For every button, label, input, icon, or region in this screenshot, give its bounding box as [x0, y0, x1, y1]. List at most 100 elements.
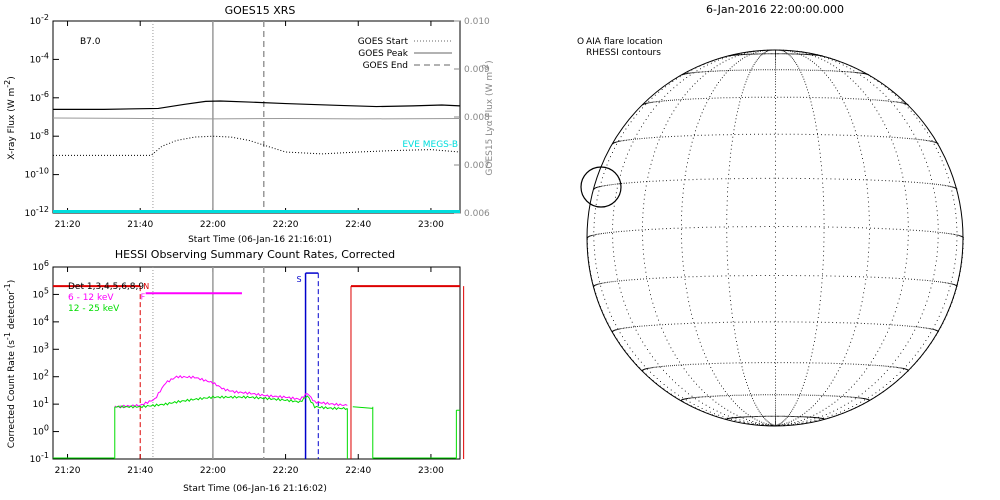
hessi-xtick-label: 22:40	[345, 466, 371, 476]
hessi-ytick-exp: 4	[44, 314, 49, 323]
hessi-ytick-exp: 2	[44, 369, 49, 378]
hessi-ytick-exp: -1	[41, 451, 49, 460]
goes-legend-label: GOES Start	[358, 37, 409, 47]
goes-y2tick-label: 0.008	[464, 113, 490, 123]
goes-xtick-label: 21:40	[127, 220, 153, 230]
goes-ytick-base: 10	[30, 55, 42, 65]
goes-y2tick-label: 0.006	[464, 209, 490, 219]
goes-event-lines	[152, 21, 265, 213]
hessi-ytick-base: 10	[30, 455, 42, 465]
goes-ylabel-main: X-ray Flux (W m	[7, 88, 17, 160]
goes-y2tick-label: 0.009	[464, 65, 490, 75]
hessi-s-flag: S	[297, 275, 302, 284]
goes-ytick-label: 10-2	[30, 13, 49, 27]
goes-xtick-label: 22:20	[273, 220, 299, 230]
goes-ytick-label: 10-4	[30, 51, 49, 65]
goes-ylabel: X-ray Flux (W m-2)	[3, 76, 17, 159]
hessi-ytick-base: 10	[32, 263, 44, 273]
hessi-xtick-label: 22:00	[200, 466, 226, 476]
goes-ytick-label: 10-6	[30, 90, 49, 104]
hessi-ytick-base: 10	[32, 400, 44, 410]
goes-xtick-label: 22:40	[345, 220, 371, 230]
hessi-ytick-label: 101	[32, 396, 49, 410]
goes-xlabel: Start Time (06-Jan-16 21:16:01)	[188, 235, 332, 245]
goes-ytick-exp: -10	[36, 167, 49, 176]
hessi-ytick-base: 10	[32, 428, 44, 438]
disk-legend: O AIA flare location RHESSI contours	[577, 37, 663, 58]
solar-disk-grid	[587, 49, 964, 427]
hessi-ytick-exp: 5	[44, 286, 49, 295]
goes-y2tick-label: 0.007	[464, 161, 490, 171]
goes-ylabel-close: )	[7, 76, 17, 80]
hessi-ytick-label: 104	[32, 314, 49, 328]
goes-series	[52, 100, 461, 213]
goes-xtick-label: 22:00	[200, 220, 226, 230]
hessi-ylabel-p1: -1	[3, 332, 12, 340]
goes-ylabel-sup: -2	[3, 80, 12, 88]
goes-ytick-label: 10-8	[30, 128, 49, 142]
goes-ytick-base: 10	[24, 209, 36, 219]
hessi-n-flag: N	[143, 282, 149, 291]
hessi-legend-label: Det 1,3,4,5,6,8,9	[68, 282, 144, 292]
goes-ytick-exp: -6	[41, 90, 49, 99]
hessi-ytick-label: 102	[32, 369, 49, 383]
goes-xtick-label: 21:20	[55, 220, 81, 230]
goes-ytick-label: 10-10	[24, 167, 49, 181]
disk-legend-marker: O	[577, 37, 584, 47]
goes-class-label: B7.0	[80, 37, 101, 47]
hessi-ylabel: Corrected Count Rate (s-1 detector-1)	[3, 280, 17, 449]
hessi-ytick-exp: 3	[44, 341, 49, 350]
hessi-ytick-label: 100	[32, 424, 49, 438]
goes-ytick-base: 10	[30, 132, 42, 142]
hessi-ytick-exp: 0	[44, 424, 49, 433]
goes-ytick-exp: -4	[41, 51, 49, 60]
hessi-xtick-label: 22:20	[273, 466, 299, 476]
hessi-panel: HESSI Observing Summary Count Rates, Cor…	[3, 248, 465, 494]
hessi-series	[53, 374, 460, 459]
hessi-ytick-base: 10	[32, 345, 44, 355]
goes-y2label-main: GOES15 Lyα Flux (W m	[485, 72, 495, 176]
hessi-ylabel-p0: Corrected Count Rate (s	[7, 340, 17, 449]
disk-title: 6-Jan-2016 22:00:00.000	[706, 3, 844, 16]
hessi-axes: 21:20 21:40 22:00 22:20 22:40 23:001061051041…	[30, 259, 461, 476]
hessi-xtick-label: 21:20	[55, 466, 81, 476]
hessi-ylabel-p2: detector	[7, 291, 17, 332]
goes-ytick-exp: -12	[36, 205, 49, 214]
hessi-series-line	[114, 395, 348, 411]
goes-ytick-base: 10	[30, 17, 42, 27]
goes-legend-label: GOES End	[363, 61, 408, 71]
hessi-ytick-base: 10	[32, 290, 44, 300]
hessi-ytick-base: 10	[32, 373, 44, 383]
goes-y2tick-label: 0.010	[464, 17, 490, 27]
goes-long-channel-line	[53, 100, 461, 110]
solar-limb	[586, 49, 964, 427]
goes-y2label: GOES15 Lyα Flux (W m-2)	[481, 60, 495, 175]
goes-axes: 21:20 21:40 22:00 22:20 22:40 23:0010-210-410…	[24, 13, 490, 230]
hessi-ytick-base: 10	[32, 318, 44, 328]
goes-legend: GOES Start GOES Peak GOES End	[358, 37, 452, 71]
goes-lya-line	[52, 117, 461, 120]
goes-panel: GOES15 XRS 21:20 21:40 22:00 22:20 22:40 23:0…	[3, 4, 495, 245]
hessi-legend-label: 12 - 25 keV	[68, 304, 120, 314]
aia-flare-circle	[580, 166, 622, 208]
hessi-frame	[52, 266, 461, 460]
hessi-ytick-label: 103	[32, 341, 49, 355]
goes-ytick-base: 10	[24, 171, 36, 181]
goes-y2label-sup: -2	[481, 64, 490, 72]
disk-legend-rhessi: RHESSI contours	[586, 48, 661, 58]
hessi-late-segment	[352, 406, 373, 409]
goes-title: GOES15 XRS	[225, 4, 296, 17]
hessi-f-flag: F	[141, 292, 146, 301]
goes-ytick-exp: -8	[41, 128, 49, 137]
goes-short-channel-line	[53, 135, 461, 156]
goes-ytick-label: 10-12	[24, 205, 49, 219]
goes-xtick-label: 23:00	[418, 220, 444, 230]
goes-legend-label: GOES Peak	[358, 49, 408, 59]
hessi-series-line	[114, 374, 348, 409]
hessi-ytick-exp: 6	[44, 259, 49, 268]
hessi-ytick-exp: 1	[44, 396, 49, 405]
hessi-xtick-label: 23:00	[418, 466, 444, 476]
hessi-legend-label: 6 - 12 keV	[68, 293, 114, 303]
